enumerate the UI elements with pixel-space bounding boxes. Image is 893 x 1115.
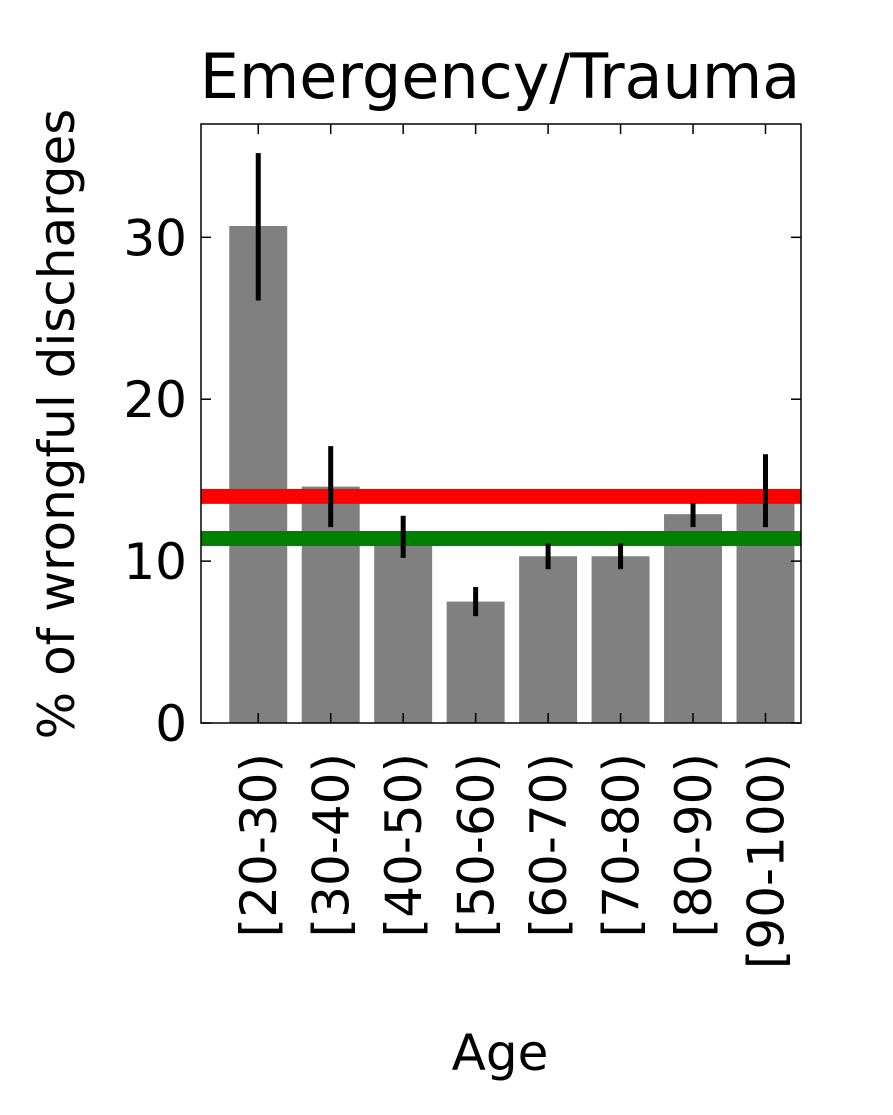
y-tick-label-3: 30 xyxy=(123,209,187,267)
x-tick-label-7: [90-100) xyxy=(737,753,795,969)
bar-5 xyxy=(591,556,650,723)
y-tick-label-1: 10 xyxy=(123,533,187,591)
x-tick-label-4: [60-70) xyxy=(520,753,578,937)
x-tick-label-0: [20-30) xyxy=(230,753,288,937)
x-tick-label-6: [80-90) xyxy=(665,753,723,937)
x-tick-label-2: [40-50) xyxy=(375,753,433,937)
bar-6 xyxy=(664,514,723,723)
y-tick-label-0: 0 xyxy=(155,695,187,753)
bar-2 xyxy=(374,536,433,723)
x-tick-label-5: [70-80) xyxy=(593,753,651,937)
bar-0 xyxy=(229,225,288,724)
bar-7 xyxy=(736,491,795,723)
chart-title: Emergency/Trauma xyxy=(200,40,801,113)
y-axis-label: % of wrongful discharges xyxy=(28,109,86,740)
x-tick-label-3: [50-60) xyxy=(448,753,506,937)
bar-3 xyxy=(446,601,505,723)
plot-area: 0 10 20 30 [20-30) [30-40) [40-50) [50-60) [60-7… xyxy=(123,123,802,969)
x-axis-label: Age xyxy=(452,1024,549,1082)
plot-frame xyxy=(200,123,802,724)
x-tick-label-1: [30-40) xyxy=(303,753,361,937)
y-tick-label-2: 20 xyxy=(123,371,187,429)
bar-4 xyxy=(519,556,578,723)
